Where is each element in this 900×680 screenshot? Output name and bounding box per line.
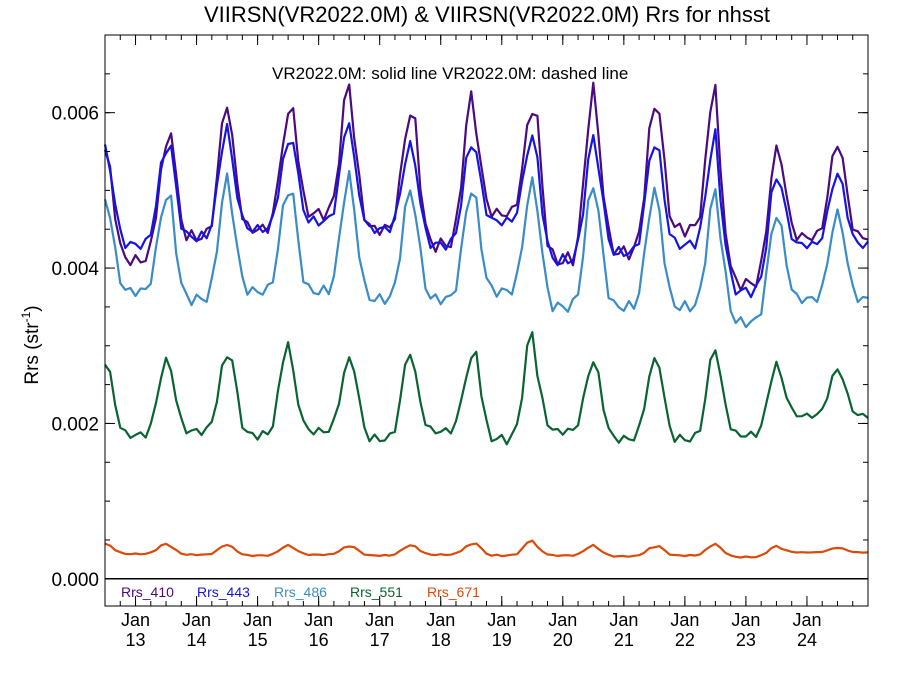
y-axis-label-main: Rrs (str bbox=[22, 322, 43, 385]
legend: Rrs_410 Rrs_443 Rrs_486 Rrs_551 Rrs_671 bbox=[121, 584, 480, 600]
legend-label-rrs-551: Rrs_551 bbox=[350, 584, 403, 600]
x-tick-year-label: 21 bbox=[614, 630, 634, 650]
series-line-rrs-443 bbox=[103, 122, 869, 299]
legend-label-rrs-410: Rrs_410 bbox=[121, 584, 174, 600]
y-axis-label-end: ) bbox=[22, 305, 43, 311]
x-tick-month-label: Jan bbox=[548, 610, 577, 630]
y-tick-label: 0.000 bbox=[51, 570, 99, 591]
x-tick-month-label: Jan bbox=[182, 610, 211, 630]
y-tick-label: 0.004 bbox=[51, 259, 99, 280]
legend-label-rrs-671: Rrs_671 bbox=[427, 584, 480, 600]
series-line-rrs-551 bbox=[104, 331, 869, 446]
chart-title: VIIRSN(VR2022.0M) & VIIRSN(VR2022.0M) Rr… bbox=[204, 2, 770, 27]
x-tick-month-label: Jan bbox=[426, 610, 455, 630]
y-axis-label: Rrs (str-1) bbox=[19, 305, 43, 384]
x-tick-month-label: Jan bbox=[487, 610, 516, 630]
x-tick-month-label: Jan bbox=[121, 610, 150, 630]
x-tick-year-label: 16 bbox=[309, 630, 329, 650]
x-tick-month-label: Jan bbox=[792, 610, 821, 630]
x-tick-year-label: 17 bbox=[370, 630, 390, 650]
x-tick-month-label: Jan bbox=[670, 610, 699, 630]
x-tick-year-label: 22 bbox=[675, 630, 695, 650]
svg-text:Rrs (str-1): Rrs (str-1) bbox=[19, 305, 43, 384]
x-tick-year-label: 14 bbox=[187, 630, 207, 650]
series-line-rrs-671 bbox=[104, 539, 869, 559]
x-tick-year-label: 13 bbox=[126, 630, 146, 650]
x-tick-month-label: Jan bbox=[365, 610, 394, 630]
plot-area bbox=[103, 81, 869, 559]
x-tick-month-label: Jan bbox=[243, 610, 272, 630]
x-tick-month-label: Jan bbox=[609, 610, 638, 630]
x-tick-month-label: Jan bbox=[304, 610, 333, 630]
series-line-rrs-486 bbox=[103, 170, 869, 329]
x-tick-year-label: 18 bbox=[431, 630, 451, 650]
x-tick-month-label: Jan bbox=[731, 610, 760, 630]
series-line-rrs-410 bbox=[103, 81, 869, 292]
legend-label-rrs-443: Rrs_443 bbox=[197, 584, 250, 600]
y-tick-label: 0.002 bbox=[51, 414, 99, 435]
x-tick-year-label: 19 bbox=[492, 630, 512, 650]
axes: 0.0000.0020.0040.006Jan13Jan14Jan15Jan16… bbox=[51, 34, 869, 650]
x-tick-year-label: 24 bbox=[797, 630, 817, 650]
chart-annotation: VR2022.0M: solid line VR2022.0M: dashed … bbox=[272, 64, 628, 83]
y-tick-label: 0.006 bbox=[51, 104, 99, 125]
x-tick-year-label: 15 bbox=[248, 630, 268, 650]
x-tick-year-label: 23 bbox=[736, 630, 756, 650]
x-tick-year-label: 20 bbox=[553, 630, 573, 650]
y-axis-label-sup: -1 bbox=[19, 311, 33, 322]
legend-label-rrs-486: Rrs_486 bbox=[274, 584, 327, 600]
